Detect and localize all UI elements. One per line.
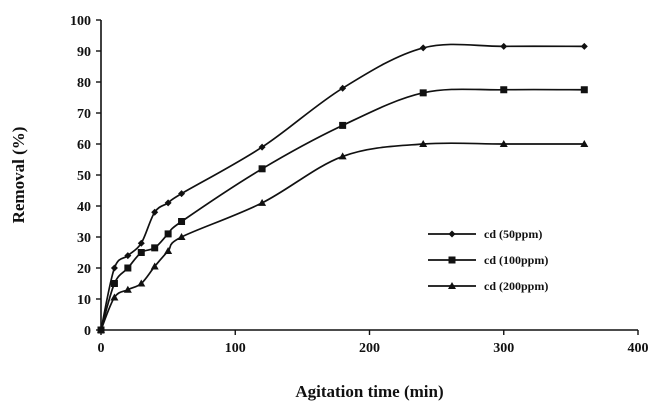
x-tick-label: 200	[359, 341, 380, 356]
legend-marker	[448, 230, 456, 238]
data-point	[124, 252, 132, 260]
y-tick-label: 70	[77, 107, 91, 122]
data-point	[580, 86, 588, 94]
data-point	[164, 199, 172, 207]
y-tick-label: 90	[77, 45, 91, 60]
data-point	[419, 44, 427, 52]
data-point	[258, 143, 266, 151]
y-axis-title: Removal (%)	[9, 127, 28, 224]
y-tick-label: 60	[77, 138, 91, 153]
data-point	[123, 285, 132, 293]
y-tick-label: 30	[77, 231, 91, 246]
data-point	[150, 262, 159, 270]
data-point	[110, 293, 119, 301]
data-point	[124, 264, 132, 272]
legend-item: cd (50ppm)	[428, 227, 542, 241]
x-tick-label: 0	[98, 341, 105, 356]
legend-label: cd (50ppm)	[484, 227, 542, 241]
legend-item: cd (100ppm)	[428, 253, 548, 267]
legend-item: cd (200ppm)	[428, 279, 548, 293]
x-ticks: 0 100 200 300 400	[98, 330, 649, 356]
data-point	[110, 280, 118, 287]
data-point	[151, 244, 159, 252]
legend: cd (50ppm) cd (100ppm) cd (200ppm)	[428, 227, 548, 293]
data-point	[580, 140, 589, 147]
data-point	[110, 264, 118, 272]
data-point	[164, 230, 172, 238]
data-point	[164, 246, 173, 254]
series-3	[97, 140, 589, 333]
data-point	[258, 165, 266, 173]
x-tick-label: 400	[628, 341, 649, 356]
y-tick-label: 10	[77, 293, 91, 308]
y-tick-label: 50	[77, 169, 91, 184]
data-point	[258, 198, 267, 206]
y-ticks: 0 10 20 30 40 50 60 70 80 90 100	[70, 14, 101, 339]
series-layer	[97, 42, 589, 334]
y-tick-label: 100	[70, 14, 91, 29]
data-point	[151, 208, 159, 216]
y-tick-label: 40	[77, 200, 91, 215]
data-point	[339, 121, 347, 129]
data-point	[419, 140, 428, 147]
y-tick-label: 20	[77, 262, 91, 277]
y-tick-label: 0	[84, 324, 91, 339]
data-point	[137, 279, 146, 287]
legend-marker	[448, 256, 456, 264]
data-point	[178, 190, 186, 198]
data-point	[500, 42, 508, 50]
x-tick-label: 100	[225, 341, 246, 356]
series-2	[97, 86, 588, 334]
data-point	[580, 42, 588, 50]
legend-marker	[448, 282, 456, 289]
data-point	[137, 249, 145, 256]
data-point	[499, 140, 508, 147]
data-point	[339, 84, 347, 92]
data-point	[419, 89, 427, 97]
data-point	[338, 152, 347, 160]
axes	[100, 20, 638, 331]
y-tick-label: 80	[77, 76, 91, 91]
data-point	[97, 326, 105, 333]
data-point	[177, 233, 186, 240]
legend-label: cd (100ppm)	[484, 253, 548, 267]
series-1	[97, 42, 588, 334]
legend-label: cd (200ppm)	[484, 279, 548, 293]
data-point	[137, 239, 145, 247]
data-point	[500, 86, 508, 94]
x-tick-label: 300	[493, 341, 514, 356]
data-point	[178, 218, 186, 225]
x-axis-title: Agitation time (min)	[295, 382, 443, 401]
